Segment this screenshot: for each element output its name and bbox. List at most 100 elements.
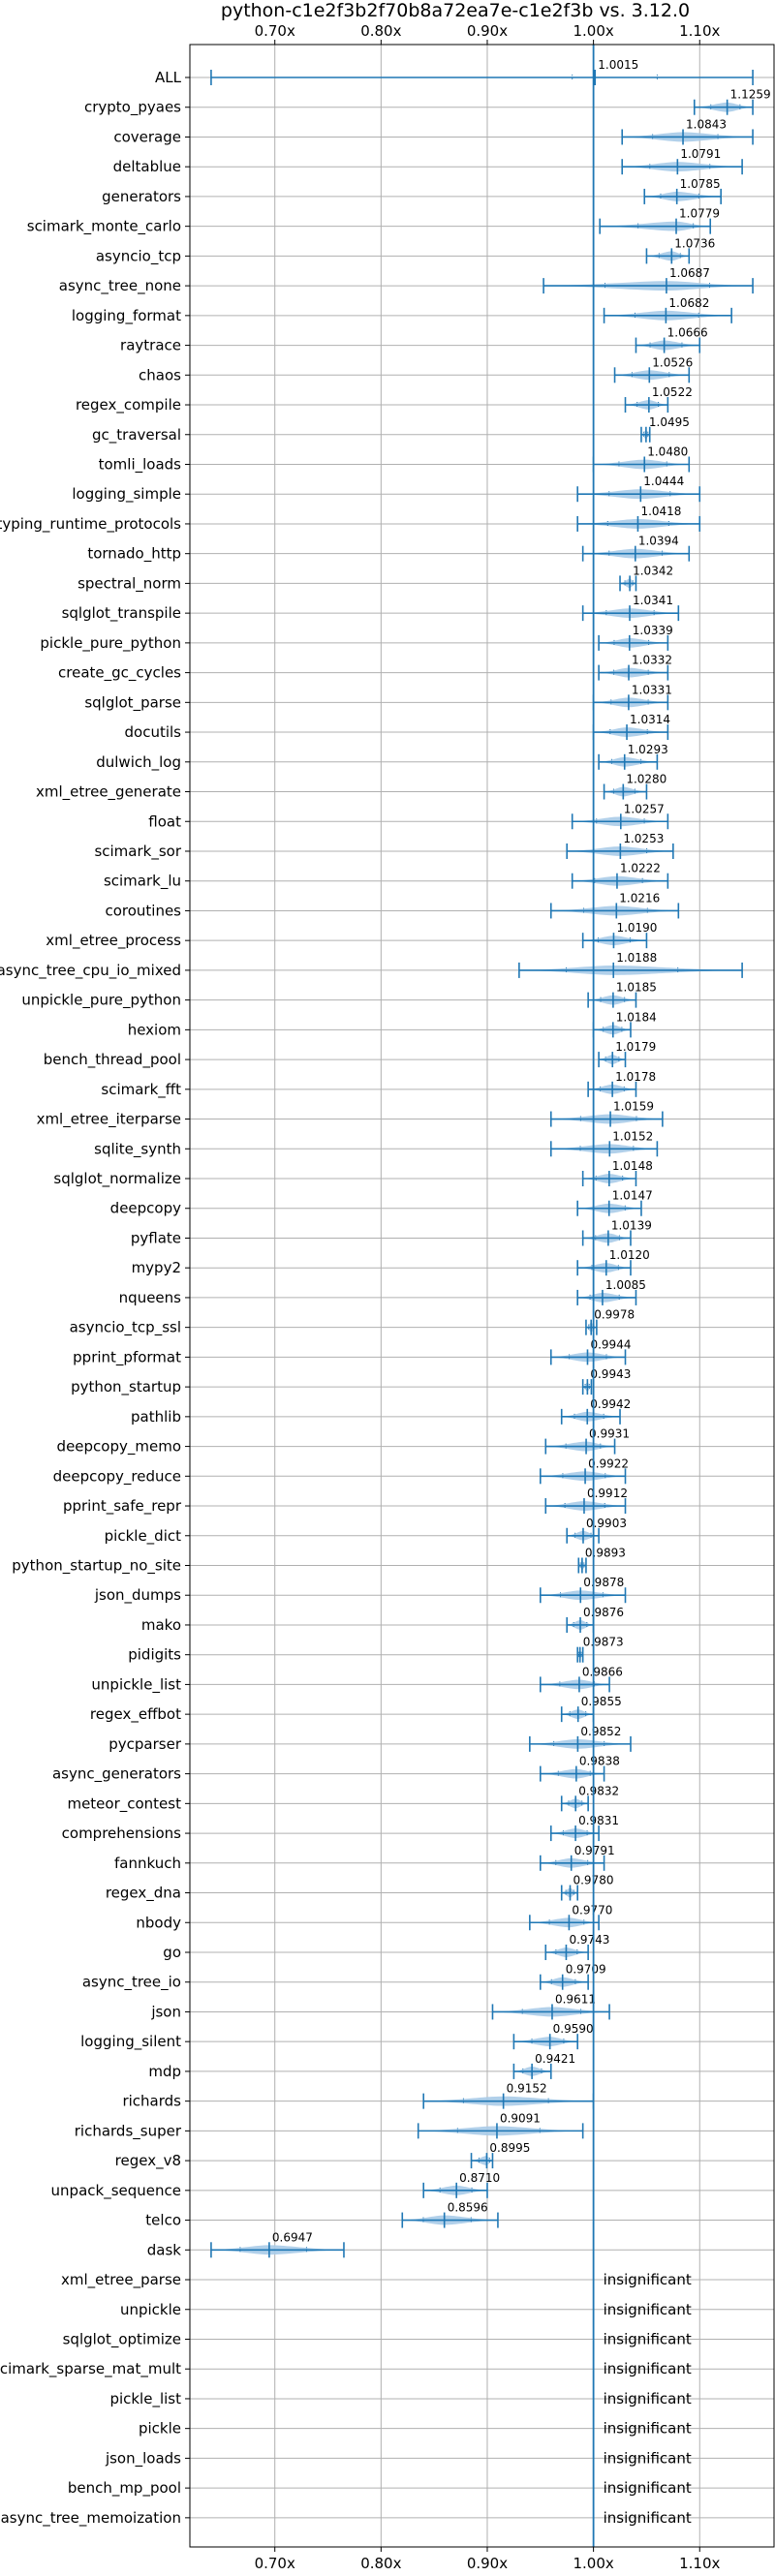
- category-label: gc_traversal: [92, 426, 181, 445]
- category-label: spectral_norm: [78, 574, 181, 593]
- category-label: pyflate: [131, 1229, 181, 1246]
- mean-value-label: 0.9922: [588, 1457, 629, 1470]
- mean-value-label: 1.0687: [669, 266, 710, 280]
- x-tick-label-top: 1.00x: [573, 22, 613, 40]
- insignificant-label: insignificant: [604, 2271, 692, 2288]
- category-label: async_generators: [52, 1765, 181, 1784]
- mean-value-label: 0.9873: [583, 1636, 624, 1649]
- category-label: sqlglot_normalize: [53, 1170, 181, 1188]
- category-label: dulwich_log: [96, 753, 181, 772]
- mean-value-label: 0.9832: [578, 1784, 619, 1797]
- mean-value-label: 0.9831: [578, 1814, 619, 1827]
- mean-value-label: 0.9942: [590, 1397, 631, 1411]
- x-tick-label-top: 0.90x: [467, 22, 508, 40]
- category-label: xml_etree_process: [46, 932, 181, 950]
- category-label: mypy2: [132, 1259, 181, 1276]
- mean-value-label: 0.9709: [566, 1963, 606, 1977]
- category-label: bench_thread_pool: [44, 1051, 181, 1069]
- category-label: docutils: [125, 723, 182, 741]
- mean-value-label: 1.0342: [633, 564, 673, 577]
- mean-value-label: 1.0188: [616, 951, 657, 965]
- mean-value-label: 1.0785: [680, 177, 721, 191]
- category-label: scimark_sor: [94, 843, 181, 861]
- mean-value-label: 0.9866: [582, 1665, 623, 1678]
- category-label: sqlglot_optimize: [63, 2330, 181, 2348]
- category-label: typing_runtime_protocols: [0, 515, 181, 534]
- category-label: sqlite_synth: [94, 1140, 181, 1158]
- category-label: deltablue: [113, 158, 181, 175]
- mean-value-label: 0.9091: [500, 2111, 541, 2125]
- mean-value-label: 1.0341: [633, 594, 673, 607]
- mean-value-label: 1.0120: [609, 1248, 650, 1262]
- x-tick-label-bottom: 0.80x: [360, 2555, 401, 2572]
- category-label: raytrace: [120, 337, 181, 354]
- mean-value-label: 1.0185: [616, 981, 657, 995]
- mean-value-label: 1.0480: [647, 445, 688, 458]
- mean-value-label: 0.9855: [581, 1695, 622, 1708]
- mean-value-label: 1.0184: [616, 1010, 657, 1024]
- insignificant-label: insignificant: [604, 2509, 692, 2527]
- mean-value-label: 1.0843: [686, 117, 727, 131]
- x-tick-label-bottom: 1.00x: [573, 2555, 613, 2572]
- mean-value-label: 1.0293: [628, 743, 668, 756]
- category-label: pycparser: [108, 1735, 182, 1753]
- mean-value-label: 1.0257: [624, 802, 665, 815]
- mean-value-label: 1.0314: [630, 713, 670, 726]
- mean-value-label: 0.9743: [569, 1933, 609, 1947]
- insignificant-label: insignificant: [604, 2420, 692, 2438]
- category-label: pprint_safe_repr: [63, 1497, 182, 1516]
- category-label: logging_silent: [80, 2033, 181, 2051]
- mean-value-label: 0.9770: [572, 1903, 612, 1917]
- mean-value-label: 0.9791: [574, 1844, 615, 1857]
- insignificant-label: insignificant: [604, 2330, 692, 2347]
- mean-value-label: 1.0139: [611, 1218, 652, 1232]
- category-label: mako: [141, 1616, 181, 1634]
- x-tick-label-top: 0.80x: [360, 22, 401, 40]
- category-label: telco: [145, 2212, 181, 2229]
- category-label: async_tree_io: [82, 1974, 181, 1992]
- category-label: create_gc_cycles: [58, 664, 181, 683]
- mean-value-label: 1.0418: [640, 505, 681, 518]
- category-label: ALL: [155, 69, 182, 86]
- category-label: unpickle_list: [91, 1675, 181, 1694]
- category-label: tornado_http: [87, 545, 181, 564]
- x-tick-label-bottom: 0.70x: [255, 2555, 295, 2572]
- mean-value-label: 1.0682: [668, 296, 709, 310]
- mean-value-label: 1.0148: [612, 1159, 653, 1173]
- x-tick-label-top: 0.70x: [255, 22, 295, 40]
- category-label: scimark_lu: [104, 873, 181, 891]
- mean-value-label: 1.0332: [632, 654, 672, 667]
- mean-value-label: 0.8710: [459, 2171, 500, 2185]
- category-label: crypto_pyaes: [84, 99, 181, 117]
- category-label: richards: [122, 2093, 181, 2110]
- category-label: unpack_sequence: [51, 2182, 181, 2200]
- mean-value-label: 1.0666: [667, 326, 708, 340]
- mean-value-label: 0.9152: [507, 2082, 547, 2096]
- category-label: tomli_loads: [99, 455, 182, 474]
- mean-value-label: 1.0152: [612, 1129, 653, 1143]
- mean-value-label: 1.0779: [679, 207, 720, 221]
- category-label: unpickle: [120, 2301, 181, 2318]
- category-label: async_tree_memoization: [1, 2509, 181, 2528]
- category-label: deepcopy_reduce: [53, 1467, 181, 1486]
- category-label: richards_super: [75, 2122, 182, 2140]
- insignificant-label: insignificant: [604, 2301, 692, 2318]
- category-label: scimark_fft: [101, 1081, 181, 1099]
- violin-plots: 1.0015 1.1259 1.0843 1.0791 1.0785 1.0779 1.07…: [210, 45, 771, 2547]
- category-label: regex_compile: [76, 396, 181, 414]
- mean-value-label: 1.0178: [615, 1070, 656, 1084]
- category-label: bench_mp_pool: [68, 2479, 181, 2498]
- x-tick-label-bottom: 0.90x: [467, 2555, 508, 2572]
- mean-value-label: 1.0526: [652, 355, 693, 369]
- category-labels: ALL crypto_pyaes coverage deltablue generato…: [0, 69, 182, 2528]
- mean-value-label: 1.0495: [649, 415, 690, 429]
- category-label: sqlglot_transpile: [62, 604, 181, 623]
- category-label: nqueens: [119, 1289, 181, 1306]
- mean-value-label: 1.0147: [612, 1189, 653, 1203]
- mean-value-label: 0.6947: [272, 2230, 313, 2244]
- mean-value-label: 1.0216: [619, 891, 660, 905]
- category-label: json_loads: [105, 2449, 181, 2468]
- mean-value-label: 0.9943: [590, 1367, 631, 1381]
- category-label: generators: [102, 188, 181, 205]
